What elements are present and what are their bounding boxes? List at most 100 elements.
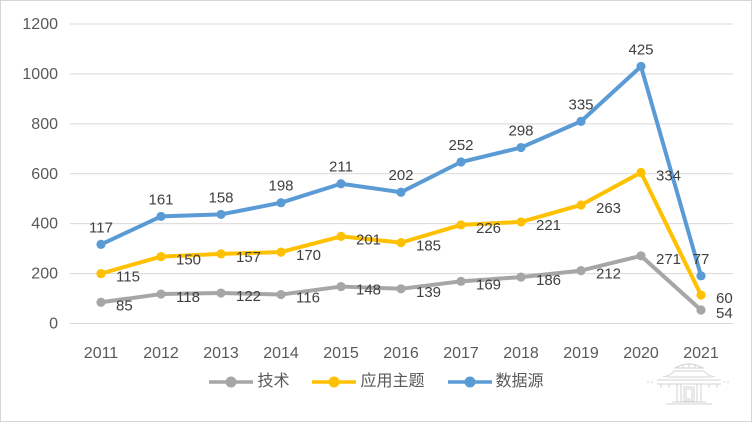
data-label: 298 [508,123,533,140]
data-point-marker [516,142,526,153]
legend-label: 应用主题 [360,373,425,390]
data-point-marker [456,220,466,230]
gridlines [70,23,733,324]
data-point-marker [576,116,586,126]
data-label: 148 [356,282,381,299]
data-label: 77 [693,251,710,268]
x-tick-label: 2019 [563,345,599,362]
data-label: 117 [89,219,113,236]
x-tick-label: 2014 [263,345,299,362]
data-point-marker [216,209,226,220]
data-point-marker [156,289,166,299]
series-data-labels-技术: 85 118 122 116 148 139 169 186 212 271 54 [116,251,733,322]
data-point-marker [696,290,706,300]
data-point-marker [276,289,286,300]
data-point-marker [96,297,106,307]
data-label: 122 [236,288,261,305]
data-point-marker [696,305,706,315]
x-tick-label: 2017 [443,345,479,362]
data-label: 334 [656,168,681,185]
data-point-marker [636,61,646,72]
data-label: 202 [388,167,413,184]
data-label: 335 [568,96,593,113]
data-label: 60 [716,290,733,307]
data-label: 150 [176,252,201,269]
data-label: 186 [536,272,561,289]
legend-line-marker-icon [312,376,357,388]
x-axis-category-labels: 2011 2012 2013 2014 2015 2016 2017 2018 2019 2020… [84,345,719,362]
data-label: 54 [716,305,733,322]
data-point-marker [156,252,166,262]
data-point-marker [336,281,346,292]
data-point-marker [576,200,586,210]
data-point-marker [636,251,646,261]
series-data-labels-数据源: 117 161 158 198 211 202 252 298 335 425 77 [89,41,709,267]
data-point-marker [456,157,466,167]
data-point-marker [696,271,706,281]
data-label: 85 [116,297,133,314]
x-tick-label: 2020 [623,345,659,362]
data-point-marker [516,272,526,282]
data-label: 169 [476,276,501,293]
legend-line-marker-icon [209,376,254,388]
series-line-数据源 [96,61,706,281]
x-tick-label: 2015 [323,345,359,362]
data-label: 221 [536,217,561,234]
data-point-marker [336,179,346,189]
data-point-marker [456,276,466,286]
data-label: 271 [656,251,681,268]
legend-item-application-topics: 应用主题 [311,373,425,390]
y-axis-tick-labels: 0 200 400 600 800 1000 1200 [22,16,58,333]
x-tick-label: 2011 [84,345,119,362]
data-point-marker [276,198,286,208]
data-point-marker [156,211,166,222]
series-line-技术 [96,251,706,315]
data-label: 157 [236,249,261,266]
data-label: 170 [296,247,321,264]
data-label: 115 [116,269,140,286]
data-label: 118 [176,289,200,306]
data-label: 185 [416,238,441,255]
data-label: 139 [416,284,441,301]
data-label: 201 [356,231,381,248]
data-label: 212 [596,266,621,283]
data-label: 211 [329,159,353,176]
data-label: 198 [268,178,293,195]
data-point-marker [276,247,286,257]
y-tick-label: 1200 [22,16,58,33]
data-label: 161 [148,191,173,208]
data-label: 116 [296,290,320,307]
data-point-marker [396,187,406,197]
data-label: 263 [596,200,621,217]
data-point-marker [96,239,106,249]
x-tick-label: 2018 [503,345,539,362]
chart-legend: 技术 应用主题 数据源 [1,374,751,390]
y-tick-label: 1000 [22,66,58,83]
data-point-marker [216,249,226,259]
y-tick-label: 800 [31,116,58,133]
legend-item-technology: 技术 [208,374,289,390]
data-point-marker [216,288,226,298]
data-point-marker [336,231,346,241]
x-tick-label: 2013 [203,345,239,362]
y-tick-label: 0 [49,316,58,333]
data-point-marker [396,284,406,294]
data-point-marker [396,238,406,248]
data-label: 226 [476,220,501,237]
x-tick-label: 2021 [683,345,719,362]
data-label: 425 [628,41,653,58]
legend-label: 技术 [257,373,290,390]
series-data-labels-应用主题: 115 150 157 170 201 185 226 221 263 334 60 [116,168,733,308]
data-point-marker [576,265,586,276]
series-line-应用主题 [96,167,706,300]
y-tick-label: 600 [31,166,58,183]
legend-item-data-sources: 数据源 [447,374,544,390]
y-tick-label: 400 [31,216,58,233]
y-tick-label: 200 [31,266,58,283]
pavilion-watermark-icon [647,363,731,405]
data-label: 158 [208,189,233,206]
data-point-marker [636,167,646,178]
legend-label: 数据源 [495,373,544,390]
